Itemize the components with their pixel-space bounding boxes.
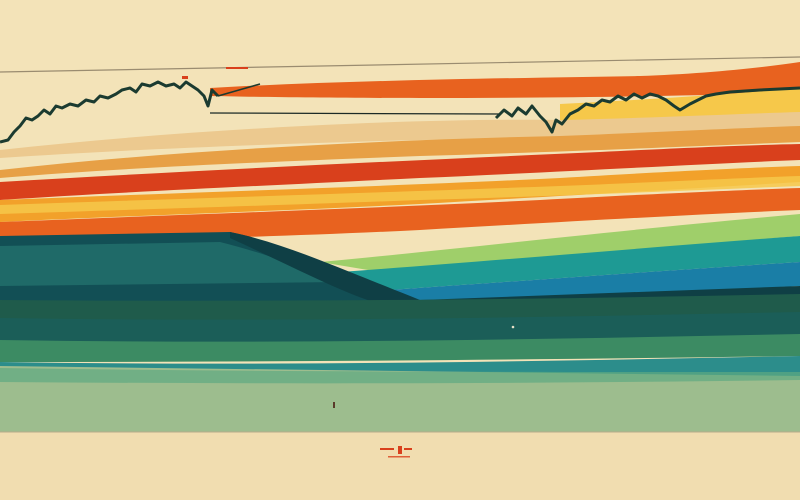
- band-shadow: [230, 232, 800, 305]
- band-sage-edge: [0, 368, 800, 384]
- band-sand-1: [0, 112, 800, 158]
- red-mark-1: [182, 76, 188, 79]
- tiny-figure: [333, 402, 335, 408]
- band-yellow-glow: [0, 176, 800, 214]
- top-rule: [0, 56, 800, 73]
- band-amber-1: [0, 126, 800, 178]
- band-lime: [320, 214, 800, 272]
- red-mark-2: [226, 67, 248, 69]
- band-blue: [360, 262, 800, 304]
- band-dark-green-2: [0, 312, 800, 345]
- stock-line-connector: [217, 83, 261, 97]
- band-teal: [340, 236, 800, 292]
- band-green: [0, 334, 800, 362]
- band-upper-orange: [210, 62, 800, 98]
- band-red-1: [0, 144, 800, 200]
- band-dark-teal-inner: [0, 242, 340, 286]
- thin-rule: [209, 112, 501, 115]
- stock-line-left: [0, 80, 220, 144]
- stock-line-right: [494, 86, 800, 134]
- bottom-cream: [0, 432, 800, 500]
- tiny-dot: [511, 325, 515, 329]
- band-orange-2: [0, 188, 800, 244]
- bottom-marking: [380, 446, 412, 458]
